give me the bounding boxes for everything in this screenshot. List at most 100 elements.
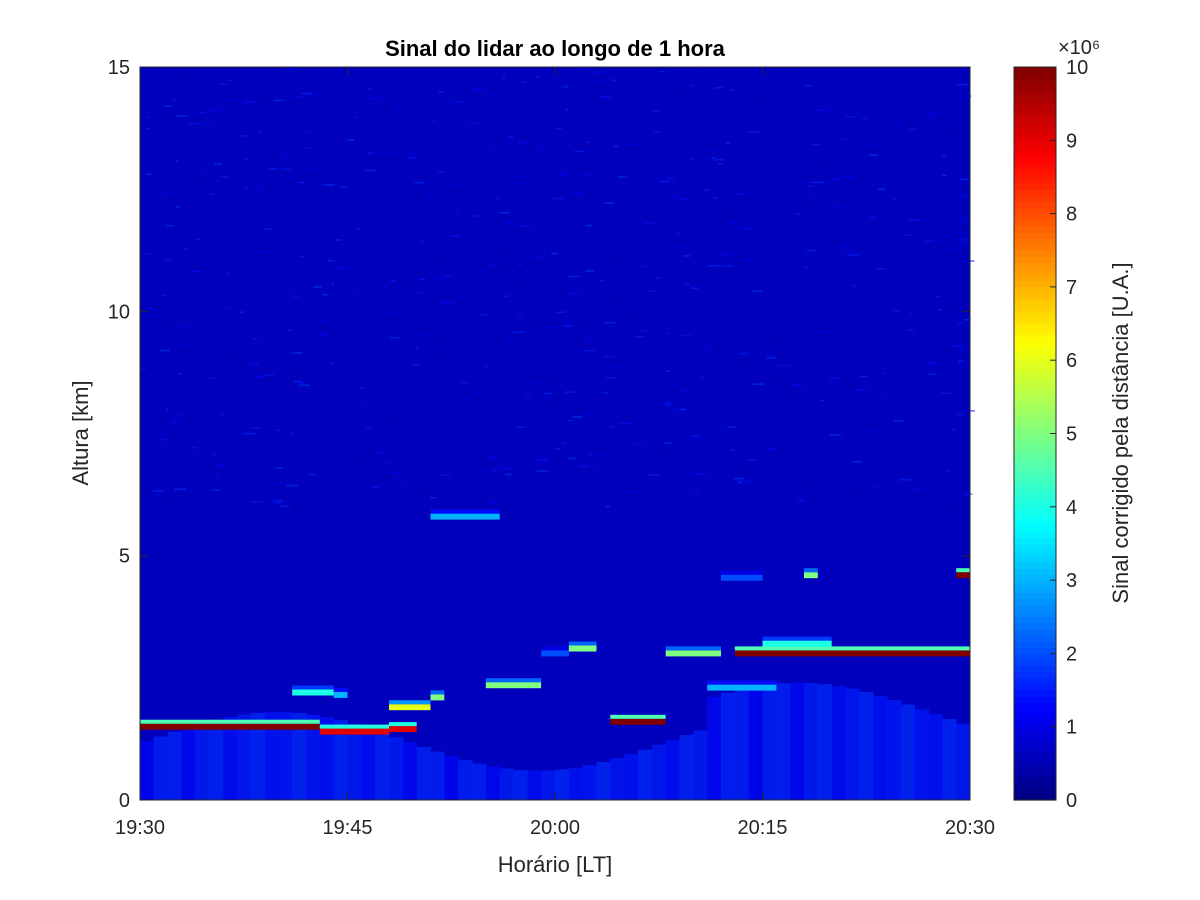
- colorbar-swatch: [1014, 225, 1056, 233]
- noise-cell: [238, 423, 241, 425]
- colorbar-swatch: [1014, 683, 1056, 691]
- colorbar-swatch: [1014, 170, 1056, 178]
- noise-cell: [485, 365, 488, 367]
- cloud-layer: [804, 572, 818, 579]
- noise-cell: [151, 398, 157, 401]
- noise-cell: [598, 238, 601, 240]
- colorbar-swatch: [1014, 421, 1056, 428]
- colorbar-swatch: [1014, 598, 1056, 606]
- noise-cell: [483, 471, 489, 473]
- noise-cell: [513, 107, 526, 110]
- noise-cell: [390, 336, 400, 339]
- noise-cell: [144, 315, 152, 317]
- noise-cell: [783, 419, 795, 422]
- noise-cell: [803, 266, 809, 269]
- noise-cell: [254, 393, 258, 395]
- noise-cell: [585, 384, 590, 386]
- noise-cell: [702, 90, 713, 93]
- noise-cell: [886, 438, 893, 441]
- noise-cell: [286, 177, 295, 180]
- noise-cell: [664, 404, 671, 407]
- noise-cell: [870, 304, 873, 306]
- colorbar-swatch: [1014, 604, 1056, 612]
- noise-cell: [236, 313, 242, 315]
- noise-cell: [283, 190, 295, 193]
- noise-cell: [159, 141, 169, 143]
- noise-cell: [250, 362, 259, 365]
- noise-cell: [140, 292, 143, 295]
- noise-cell: [252, 313, 261, 316]
- noise-cell: [938, 238, 944, 241]
- noise-cell: [539, 108, 542, 110]
- noise-cell: [267, 126, 273, 128]
- colorbar-swatch: [1014, 152, 1056, 160]
- noise-cell: [151, 118, 154, 120]
- noise-cell: [563, 400, 567, 403]
- noise-cell: [680, 201, 685, 204]
- noise-cell: [292, 217, 302, 220]
- noise-cell: [940, 348, 943, 351]
- noise-cell: [340, 355, 343, 357]
- colorbar-tick-label: 5: [1066, 424, 1077, 446]
- noise-cell: [647, 290, 656, 292]
- noise-cell: [751, 290, 762, 292]
- noise-cell: [339, 267, 348, 270]
- noise-cell: [417, 443, 423, 446]
- noise-cell: [633, 330, 638, 332]
- boundary-cell: [361, 728, 376, 800]
- noise-cell: [590, 151, 594, 153]
- noise-cell: [272, 440, 277, 443]
- noise-cell: [914, 488, 923, 491]
- noise-cell: [947, 470, 950, 472]
- noise-cell: [170, 99, 178, 102]
- noise-cell: [840, 138, 848, 141]
- noise-cell: [590, 496, 599, 498]
- noise-cell: [583, 349, 595, 352]
- noise-cell: [721, 214, 726, 216]
- noise-cell: [574, 150, 585, 153]
- noise-cell: [648, 207, 652, 209]
- colorbar-swatch: [1014, 73, 1056, 80]
- noise-cell: [211, 354, 220, 357]
- noise-cell: [572, 192, 584, 194]
- noise-cell: [507, 265, 518, 267]
- noise-cell: [784, 272, 790, 274]
- cloud-layer-halo: [804, 568, 818, 573]
- noise-cell: [727, 163, 731, 165]
- noise-cell: [545, 231, 553, 234]
- noise-cell: [147, 368, 158, 371]
- noise-cell: [702, 217, 714, 220]
- noise-cell: [529, 312, 533, 315]
- cloud-layer: [333, 691, 348, 698]
- colorbar-swatch: [1014, 384, 1056, 392]
- noise-cell: [487, 151, 497, 153]
- noise-cell: [473, 241, 476, 244]
- noise-cell: [149, 357, 152, 359]
- noise-cell: [308, 473, 317, 476]
- noise-cell: [422, 460, 426, 463]
- noise-cell: [719, 147, 725, 150]
- noise-cell: [904, 450, 914, 453]
- noise-cell: [501, 467, 512, 470]
- noise-cell: [643, 216, 649, 218]
- noise-cell: [388, 283, 393, 286]
- noise-cell: [722, 288, 727, 290]
- colorbar-swatch: [1014, 402, 1056, 410]
- noise-cell: [154, 474, 167, 477]
- colorbar-swatch: [1014, 610, 1056, 618]
- colorbar-swatch: [1014, 293, 1056, 300]
- noise-cell: [572, 408, 584, 411]
- noise-cell: [524, 437, 530, 440]
- colorbar-tick-label: 10: [1066, 57, 1088, 79]
- noise-cell: [682, 198, 688, 200]
- colorbar-swatch: [1014, 665, 1056, 673]
- noise-cell: [399, 147, 407, 150]
- noise-cell: [683, 255, 691, 257]
- noise-cell: [263, 120, 272, 122]
- colorbar-swatch: [1014, 720, 1056, 728]
- boundary-cell: [679, 735, 694, 800]
- noise-cell: [720, 253, 731, 256]
- noise-cell: [815, 109, 828, 112]
- noise-cell: [531, 271, 535, 273]
- noise-cell: [396, 299, 399, 301]
